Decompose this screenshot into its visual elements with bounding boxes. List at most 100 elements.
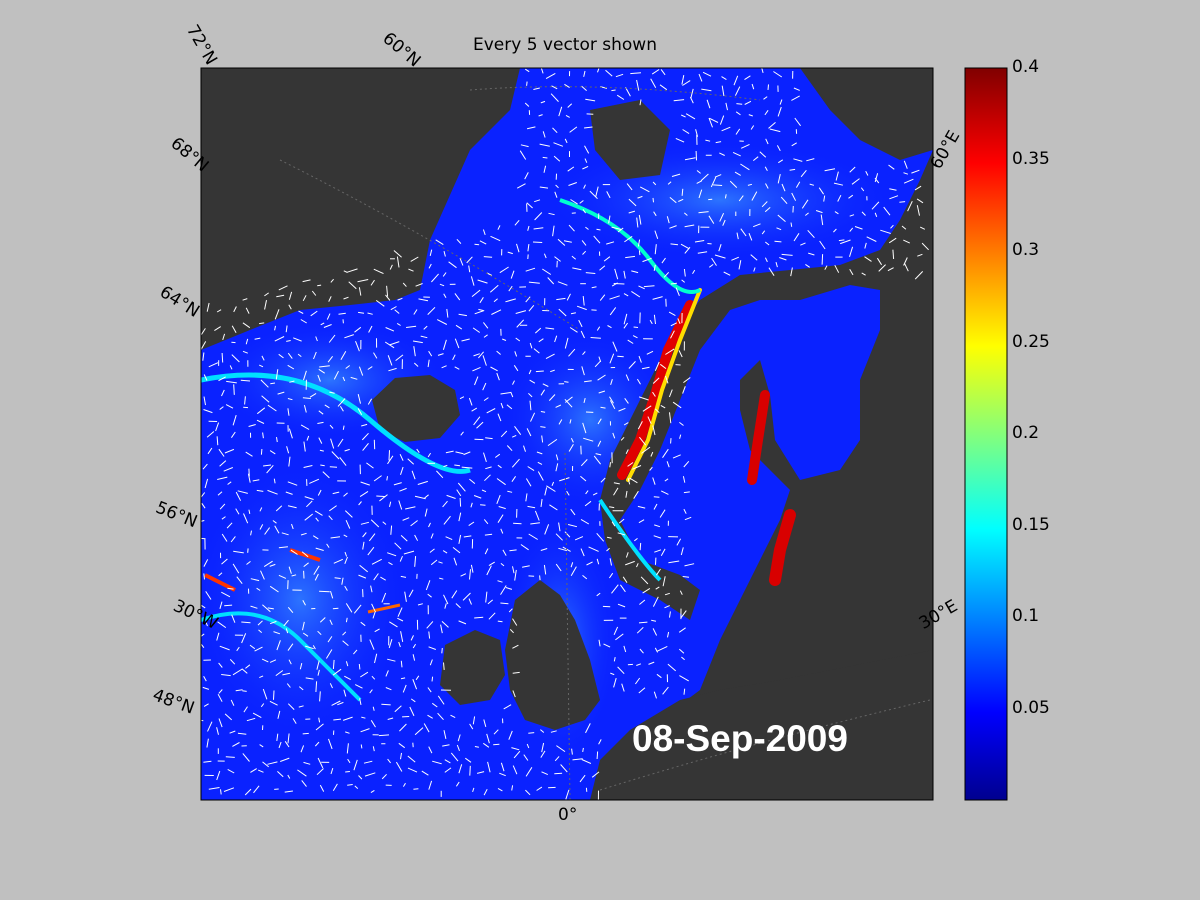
velocity-vector xyxy=(887,267,894,272)
velocity-vector xyxy=(266,464,274,474)
velocity-vector xyxy=(342,640,349,646)
velocity-vector xyxy=(682,129,690,135)
velocity-vector xyxy=(496,350,501,355)
velocity-vector xyxy=(454,293,461,301)
velocity-vector xyxy=(509,549,517,552)
velocity-vector xyxy=(455,451,464,455)
velocity-vector xyxy=(736,103,743,105)
velocity-vector xyxy=(326,543,330,548)
velocity-vector xyxy=(303,562,309,567)
velocity-vector xyxy=(740,228,747,237)
velocity-vector xyxy=(286,340,291,342)
velocity-vector xyxy=(623,645,627,653)
velocity-vector xyxy=(214,326,221,332)
velocity-vector xyxy=(313,565,320,575)
velocity-vector xyxy=(493,298,498,303)
velocity-vector xyxy=(443,250,446,257)
velocity-vector xyxy=(500,563,505,567)
velocity-vector xyxy=(550,93,559,102)
velocity-vector xyxy=(652,628,658,636)
velocity-vector xyxy=(287,352,293,359)
velocity-vector xyxy=(570,566,577,577)
velocity-vector xyxy=(899,201,906,203)
velocity-vector xyxy=(237,732,247,735)
velocity-vector xyxy=(259,507,263,512)
velocity-vector xyxy=(385,327,395,332)
velocity-vector xyxy=(892,249,895,260)
velocity-vector xyxy=(235,689,243,692)
velocity-vector xyxy=(463,535,472,538)
velocity-vector xyxy=(324,404,330,409)
velocity-vector xyxy=(889,188,897,191)
velocity-vector xyxy=(390,306,397,311)
velocity-vector xyxy=(264,292,269,297)
velocity-vector xyxy=(233,550,244,554)
velocity-vector xyxy=(436,470,444,479)
velocity-vector xyxy=(293,337,302,342)
velocity-vector xyxy=(537,461,543,465)
velocity-vector xyxy=(709,117,719,123)
velocity-vector xyxy=(315,517,319,522)
velocity-vector xyxy=(511,434,517,438)
velocity-vector xyxy=(288,456,291,467)
velocity-vector xyxy=(516,319,525,328)
velocity-vector xyxy=(456,489,462,497)
velocity-vector xyxy=(478,351,484,359)
velocity-vector xyxy=(400,575,407,578)
velocity-vector xyxy=(474,376,479,386)
velocity-vector xyxy=(378,734,390,737)
velocity-vector xyxy=(482,229,486,236)
velocity-vector xyxy=(477,279,488,284)
velocity-vector xyxy=(269,585,279,593)
velocity-vector xyxy=(259,322,265,325)
velocity-vector xyxy=(379,494,388,502)
velocity-vector xyxy=(469,723,474,730)
velocity-vector xyxy=(715,141,722,144)
velocity-vector xyxy=(700,173,709,182)
velocity-vector xyxy=(437,353,444,356)
velocity-vector xyxy=(678,648,685,654)
velocity-vector xyxy=(555,463,559,472)
velocity-vector xyxy=(625,552,629,558)
velocity-vector xyxy=(431,676,434,682)
velocity-vector xyxy=(374,653,378,664)
velocity-vector xyxy=(824,265,828,270)
velocity-vector xyxy=(525,789,531,796)
velocity-vector xyxy=(516,243,520,253)
velocity-vector xyxy=(257,620,263,626)
velocity-vector xyxy=(565,789,570,800)
velocity-vector xyxy=(509,629,514,634)
velocity-vector xyxy=(417,603,423,606)
norwegian-coastal-current-edge xyxy=(626,288,702,482)
velocity-vector xyxy=(219,601,223,609)
velocity-vector xyxy=(638,396,649,401)
velocity-vector xyxy=(566,490,570,496)
velocity-vector xyxy=(329,619,333,626)
velocity-vector xyxy=(381,703,391,706)
velocity-vector xyxy=(597,68,600,73)
velocity-vector xyxy=(373,268,384,275)
velocity-vector xyxy=(344,556,348,564)
velocity-vector xyxy=(603,643,611,648)
velocity-vector xyxy=(397,607,403,617)
velocity-vector xyxy=(412,679,418,690)
velocity-vector xyxy=(535,370,544,373)
velocity-vector xyxy=(775,261,778,268)
velocity-vector xyxy=(684,246,691,254)
velocity-vector xyxy=(609,506,615,509)
velocity-vector xyxy=(330,536,341,539)
velocity-vector xyxy=(287,505,297,509)
velocity-vector xyxy=(570,437,574,443)
velocity-vector xyxy=(498,506,506,510)
velocity-vector xyxy=(311,290,317,296)
velocity-vector xyxy=(664,605,670,609)
velocity-vector xyxy=(310,310,318,317)
velocity-vector xyxy=(532,241,543,243)
velocity-vector xyxy=(528,392,533,398)
velocity-vector xyxy=(400,631,404,642)
velocity-vector xyxy=(585,723,591,734)
velocity-vector xyxy=(285,491,293,495)
velocity-vector xyxy=(818,187,825,195)
velocity-vector xyxy=(429,249,433,257)
velocity-vector xyxy=(582,165,589,170)
